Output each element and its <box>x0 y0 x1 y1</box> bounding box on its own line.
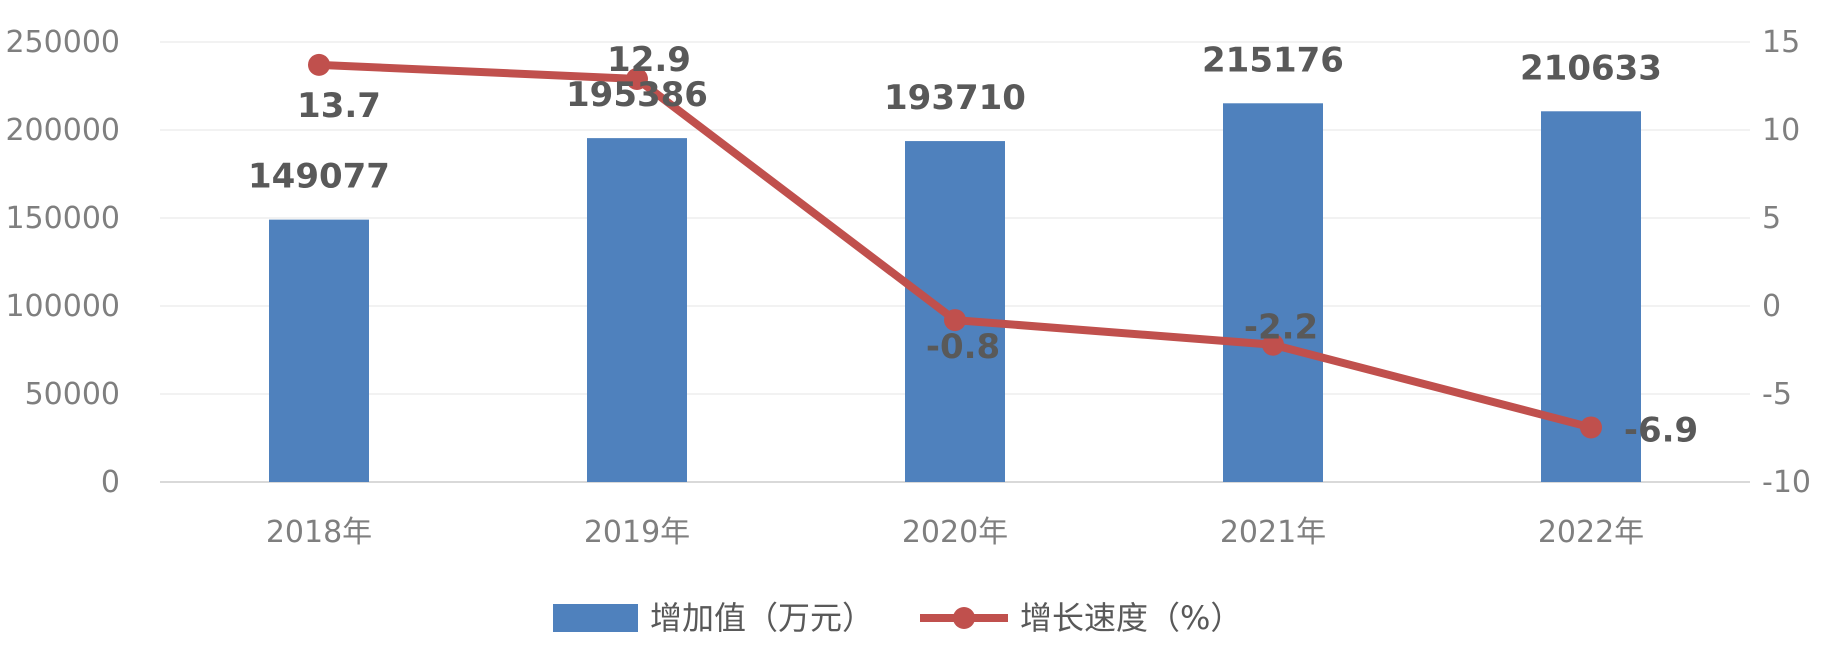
bar-data-label: 149077 <box>248 157 390 197</box>
legend-bar-swatch <box>553 604 638 632</box>
legend-label-growth-rate: 增长速度（%） <box>1020 599 1242 637</box>
bar-data-label: 210633 <box>1520 48 1662 88</box>
line-data-label: 12.9 <box>607 40 691 80</box>
legend-label-added-value: 增加值（万元） <box>650 599 874 637</box>
left-axis-tick-label: 150000 <box>5 201 120 236</box>
line-data-label: 13.7 <box>297 86 381 126</box>
right-axis-tick-label: -5 <box>1762 377 1792 412</box>
left-axis-tick-label: 100000 <box>5 289 120 324</box>
line-data-label: -2.2 <box>1244 308 1318 348</box>
growth-rate-point <box>1580 416 1602 439</box>
x-axis-tick-label: 2018年 <box>266 515 372 550</box>
x-axis-tick-label: 2019年 <box>584 515 690 550</box>
left-axis-tick-label: 50000 <box>25 377 120 412</box>
right-axis-tick-label: 10 <box>1762 113 1800 148</box>
bar <box>587 138 687 482</box>
left-axis-tick-label: 250000 <box>5 25 120 60</box>
x-axis-tick-label: 2022年 <box>1538 515 1644 550</box>
growth-rate-point <box>944 309 966 332</box>
growth-rate-point <box>626 67 648 90</box>
bar-data-label: 195386 <box>566 75 708 115</box>
axis-layer: 0 50000 100000 150000 200000 250000 -10 -5 0 5 10 1… <box>5 25 1811 550</box>
line-data-label: -6.9 <box>1624 410 1698 450</box>
growth-rate-point <box>308 53 330 76</box>
bar-layer <box>269 103 1641 483</box>
right-axis-tick-label: 15 <box>1762 25 1800 60</box>
line-layer <box>308 53 1602 439</box>
left-axis-tick-label: 200000 <box>5 113 120 148</box>
legend-line-marker <box>953 607 975 629</box>
bar <box>1223 103 1323 483</box>
right-axis-tick-label: 5 <box>1762 201 1781 236</box>
bar-data-label: 193710 <box>884 78 1026 118</box>
right-axis-tick-label: -10 <box>1762 465 1811 500</box>
x-axis-tick-label: 2021年 <box>1220 515 1326 550</box>
x-axis-tick-label: 2020年 <box>902 515 1008 550</box>
bar-data-label: 215176 <box>1202 40 1344 80</box>
label-layer: 149077 195386 193710 215176 210633 13.7 12.9 -0… <box>248 40 1698 450</box>
growth-rate-point <box>1262 333 1284 356</box>
left-axis-tick-label: 0 <box>101 465 120 500</box>
line-data-label: -0.8 <box>926 327 1000 367</box>
bar <box>269 219 369 482</box>
legend-layer: 增加值（万元） 增长速度（%） <box>553 599 1242 637</box>
right-axis-tick-label: 0 <box>1762 289 1781 324</box>
